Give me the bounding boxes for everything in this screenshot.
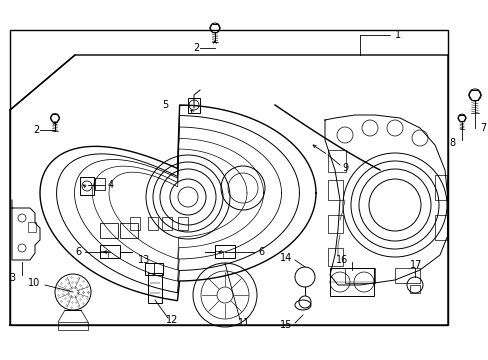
Text: 16: 16 <box>335 255 347 265</box>
Bar <box>215 251 223 258</box>
Text: 3: 3 <box>9 273 15 283</box>
Bar <box>80 177 94 195</box>
Bar <box>120 223 138 238</box>
Bar <box>434 215 446 240</box>
Text: 15: 15 <box>279 320 291 330</box>
Bar <box>178 217 187 230</box>
Bar <box>327 248 342 266</box>
Bar <box>215 245 235 258</box>
Bar <box>95 178 105 190</box>
Bar <box>145 263 163 275</box>
Text: 6: 6 <box>258 247 264 257</box>
Text: 12: 12 <box>165 315 178 325</box>
Bar <box>148 273 162 303</box>
Bar <box>148 217 158 230</box>
Text: 1: 1 <box>394 30 400 40</box>
Bar <box>327 150 346 172</box>
Bar <box>100 223 118 238</box>
Text: 11: 11 <box>238 318 250 328</box>
Text: 2: 2 <box>34 125 40 135</box>
Text: 10: 10 <box>28 278 40 288</box>
Text: 4: 4 <box>108 180 114 190</box>
Text: 2: 2 <box>193 43 200 53</box>
Bar <box>345 268 374 283</box>
Bar <box>434 175 446 200</box>
Bar <box>394 268 419 283</box>
Bar <box>58 322 88 330</box>
Bar <box>10 30 447 325</box>
Text: 5: 5 <box>162 100 168 110</box>
Bar <box>409 285 419 293</box>
Text: 7: 7 <box>479 123 485 133</box>
Text: 9: 9 <box>341 163 347 173</box>
Text: 6: 6 <box>76 247 82 257</box>
Bar <box>162 217 172 230</box>
Bar <box>100 245 120 258</box>
Text: 8: 8 <box>448 138 454 148</box>
Bar <box>329 268 373 296</box>
Text: 13: 13 <box>138 255 150 265</box>
Bar <box>327 180 342 200</box>
Text: 14: 14 <box>279 253 291 263</box>
Bar <box>327 215 342 233</box>
Bar <box>100 251 108 258</box>
Bar <box>187 98 200 113</box>
Text: 17: 17 <box>409 260 422 270</box>
Bar <box>28 222 36 232</box>
Bar <box>130 217 140 230</box>
